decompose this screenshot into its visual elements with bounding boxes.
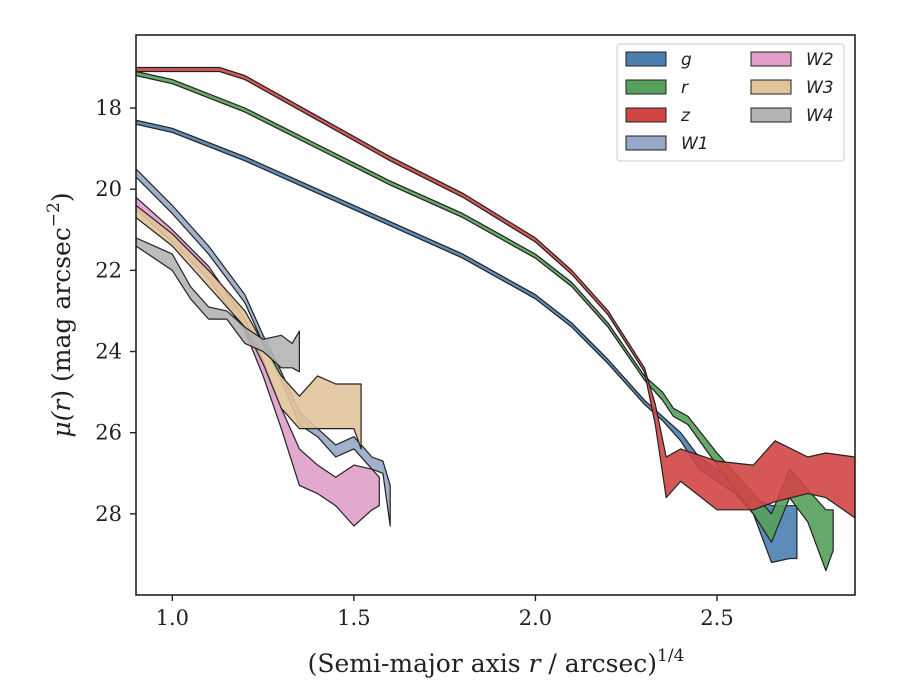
x-axis-ticks: 1.0 1.5 2.0 2.5 xyxy=(156,595,734,630)
y-axis-ticks: 18 20 22 24 26 28 xyxy=(95,96,136,526)
x-tick-label: 1.5 xyxy=(337,606,370,630)
band-r xyxy=(136,70,834,572)
x-axis-label: (Semi-major axis r / arcsec)1/4 xyxy=(308,646,685,678)
profile-bands xyxy=(136,66,855,572)
legend-label-z: z xyxy=(680,106,691,126)
plot-frame xyxy=(135,34,856,596)
band-w3 xyxy=(136,204,362,450)
legend-label-g: g xyxy=(681,50,692,70)
legend: grz W1 W2 W3 W4 xyxy=(616,43,845,162)
y-tick-label: 26 xyxy=(95,421,122,445)
y-axis-label: μ(r) (mag arcsec−2) xyxy=(44,192,76,437)
y-tick-label: 28 xyxy=(95,502,122,526)
legend-label-w3: W3 xyxy=(806,78,834,98)
legend-label-w1: W1 xyxy=(681,134,709,154)
legend-swatch-r xyxy=(625,79,667,95)
legend-swatch-w2 xyxy=(750,51,792,67)
legend-swatch-w3 xyxy=(750,79,792,95)
y-tick-label: 18 xyxy=(95,96,122,120)
legend-frame xyxy=(616,43,845,162)
y-tick-label: 20 xyxy=(95,177,122,201)
x-tick-label: 2.0 xyxy=(519,606,552,630)
band-w4 xyxy=(136,237,300,373)
legend-label-r: r xyxy=(681,78,689,98)
y-tick-label: 22 xyxy=(95,258,122,282)
legend-label-w2: W2 xyxy=(806,50,834,70)
legend-swatch-g xyxy=(625,51,667,67)
band-g xyxy=(136,119,798,564)
legend-swatch-w4 xyxy=(750,107,792,123)
x-tick-label: 1.0 xyxy=(156,606,189,630)
band-z xyxy=(136,66,855,519)
y-tick-label: 24 xyxy=(95,340,122,364)
legend-label-w4: W4 xyxy=(806,106,834,126)
x-tick-label: 2.5 xyxy=(700,606,733,630)
legend-swatch-z xyxy=(625,107,667,123)
legend-swatch-w1 xyxy=(625,135,667,151)
